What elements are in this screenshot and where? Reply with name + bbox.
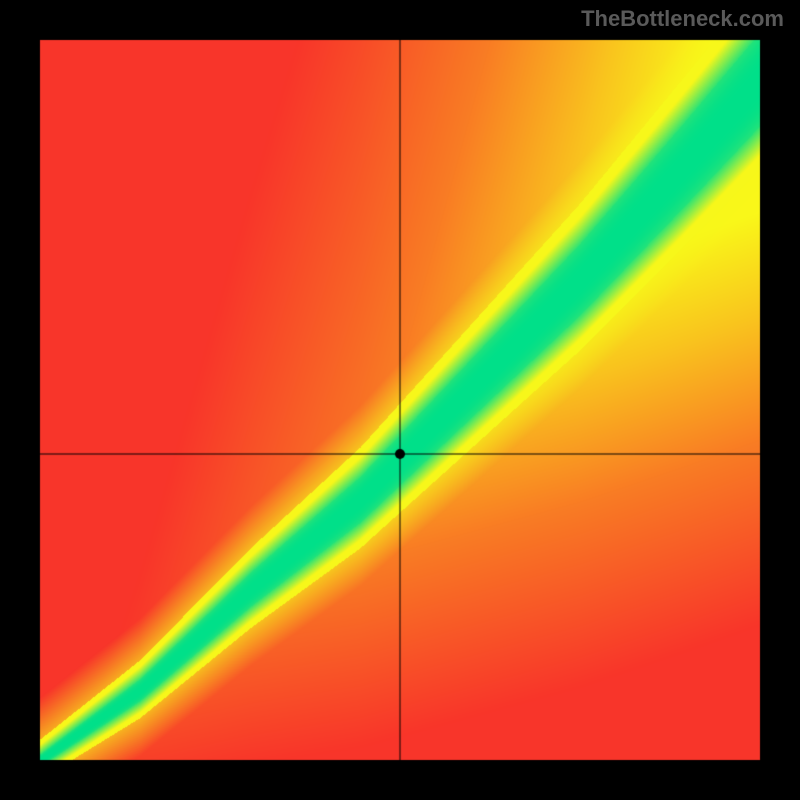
bottleneck-heatmap (0, 0, 800, 800)
watermark-text: TheBottleneck.com (581, 6, 784, 32)
chart-container: TheBottleneck.com (0, 0, 800, 800)
